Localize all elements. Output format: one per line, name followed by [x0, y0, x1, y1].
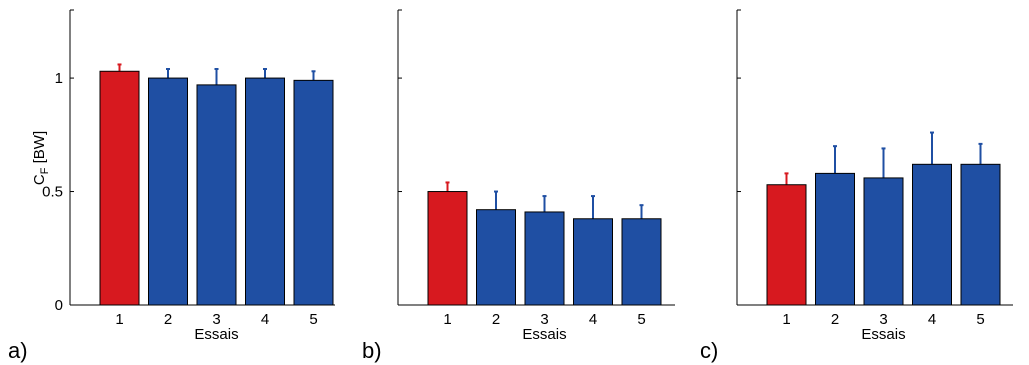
bar: [621, 218, 662, 306]
x-tick-label: 3: [212, 311, 220, 328]
bar: [524, 211, 565, 306]
panel-label: b): [362, 338, 382, 363]
x-tick-label: 2: [492, 311, 500, 328]
bar: [863, 177, 904, 306]
bar: [815, 172, 855, 306]
bar: [427, 191, 468, 306]
y-axis-title: CF [BW]: [31, 131, 51, 185]
bar: [912, 163, 952, 306]
bar: [148, 77, 188, 306]
bar: [960, 163, 1001, 306]
y-tick-label: 1: [55, 70, 63, 87]
bar: [766, 184, 807, 306]
x-axis-title: Essais: [522, 326, 566, 343]
bar: [293, 79, 334, 306]
x-tick-label: 1: [443, 311, 451, 328]
x-tick-label: 5: [309, 311, 317, 328]
x-axis-title: Essais: [194, 326, 238, 343]
x-tick-label: 1: [782, 311, 790, 328]
panel-label: c): [700, 338, 718, 363]
x-tick-label: 4: [589, 311, 597, 328]
x-tick-label: 1: [115, 311, 123, 328]
bar: [245, 77, 285, 306]
bar: [99, 70, 140, 306]
x-tick-label: 5: [637, 311, 645, 328]
x-tick-label: 2: [831, 311, 839, 328]
x-tick-label: 5: [976, 311, 984, 328]
panel-a: 1 2 3 4 5 0 0.5 1 Essais CF [BW] a): [8, 9, 335, 363]
y-tick-label: 0.5: [42, 184, 63, 201]
bar: [573, 218, 613, 306]
x-tick-label: 3: [540, 311, 548, 328]
x-axis-title: Essais: [861, 326, 905, 343]
panel-b: 1 2 3 4 5 Essais b): [362, 9, 675, 363]
panel-label: a): [8, 338, 28, 363]
x-tick-label: 2: [164, 311, 172, 328]
bar: [196, 84, 237, 306]
x-tick-label: 3: [879, 311, 887, 328]
x-tick-label: 4: [928, 311, 936, 328]
y-tick-label: 0: [55, 297, 63, 314]
x-tick-label: 4: [261, 311, 269, 328]
panel-c: 1 2 3 4 5 Essais c): [700, 9, 1013, 363]
bar: [476, 209, 516, 306]
